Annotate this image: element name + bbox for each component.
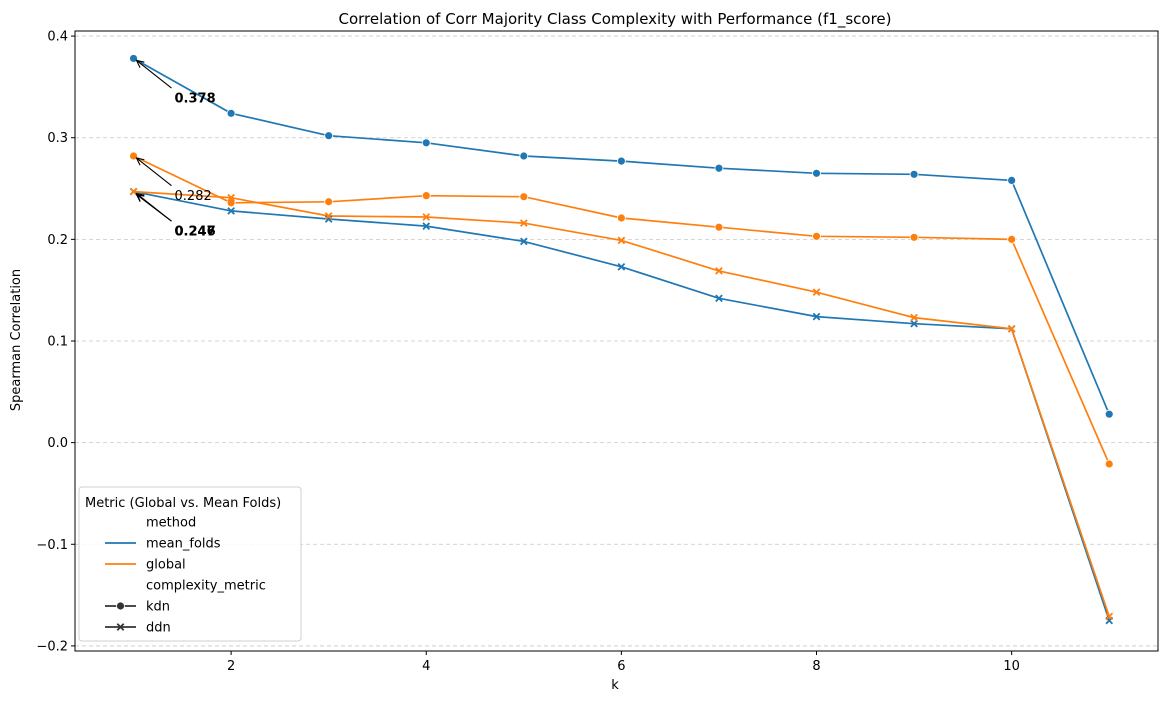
data-point-mean_folds-ddn <box>617 262 626 271</box>
data-point-mean_folds-ddn <box>519 237 528 246</box>
y-tick-label: 0.0 <box>47 436 68 451</box>
legend: Metric (Global vs. Mean Folds) method mean… <box>78 486 302 642</box>
annotation-label: 0.246 <box>175 225 216 240</box>
x-axis-label: k <box>611 678 619 693</box>
data-point-global-ddn <box>910 313 918 322</box>
data-point-mean_folds-ddn <box>910 319 918 328</box>
data-point-mean_folds-kdn <box>909 169 919 179</box>
data-point-mean_folds-kdn <box>421 138 431 148</box>
data-point-global-ddn <box>227 193 235 202</box>
y-tick-label: −0.2 <box>36 639 68 654</box>
legend-marker-ddn <box>116 623 125 631</box>
data-point-global-kdn <box>129 151 138 161</box>
y-tick-label: 0.2 <box>47 233 68 248</box>
legend-label-global: global <box>146 558 186 573</box>
annotation-arrow <box>136 157 172 187</box>
data-point-global-kdn <box>909 232 919 242</box>
data-point-mean_folds-kdn <box>812 168 821 178</box>
annotation-arrow <box>136 60 172 89</box>
data-point-global-kdn <box>421 191 431 201</box>
chart-title: Correlation of Corr Majority Class Compl… <box>338 10 891 29</box>
legend-marker-kdn <box>116 601 125 611</box>
data-point-global-ddn <box>129 187 138 196</box>
annotation-label: 0.378 <box>175 92 216 107</box>
legend-title: Metric (Global vs. Mean Folds) <box>85 496 281 511</box>
legend-box <box>78 486 302 642</box>
data-point-global-ddn <box>617 236 626 245</box>
data-point-global-ddn <box>715 267 723 275</box>
data-point-global-ddn <box>1007 324 1016 333</box>
data-point-mean_folds-kdn <box>129 54 138 63</box>
data-point-global-kdn <box>812 231 821 241</box>
y-tick-label: 0.3 <box>47 131 68 146</box>
x-tick-label: 8 <box>812 659 820 674</box>
data-point-mean_folds-kdn <box>1007 176 1017 185</box>
data-point-mean_folds-ddn <box>227 207 235 215</box>
data-point-global-ddn <box>1105 612 1114 621</box>
data-point-mean_folds-kdn <box>519 151 529 161</box>
x-tick-label: 6 <box>617 659 625 674</box>
data-point-global-kdn <box>714 222 724 232</box>
data-point-mean_folds-ddn <box>812 312 821 321</box>
y-tick-label: −0.1 <box>36 538 68 553</box>
y-tick-label: 0.4 <box>47 30 68 45</box>
data-point-mean_folds-kdn <box>1104 409 1114 419</box>
y-axis-label: Spearman Correlation <box>9 269 24 411</box>
data-point-global-ddn <box>324 212 333 220</box>
data-point-global-ddn <box>812 288 821 297</box>
x-tick-label: 10 <box>1003 659 1020 674</box>
legend-label-complexity_metric: complexity_metric <box>146 579 266 594</box>
y-tick-label: 0.1 <box>47 335 68 350</box>
series-line-mean_folds-kdn <box>133 57 1110 415</box>
data-point-global-kdn <box>616 213 626 223</box>
data-point-mean_folds-ddn <box>422 222 431 230</box>
data-point-global-kdn <box>1007 234 1017 244</box>
data-point-mean_folds-kdn <box>226 108 236 118</box>
data-point-global-ddn <box>519 219 528 227</box>
legend-label-ddn: ddn <box>146 621 171 636</box>
annotation-arrowhead <box>135 157 145 166</box>
data-point-mean_folds-kdn <box>714 163 724 173</box>
data-point-mean_folds-kdn <box>324 131 334 141</box>
annotation-label: 0.247 <box>175 225 216 240</box>
annotation-arrow <box>136 194 172 222</box>
x-tick-label: 2 <box>227 659 235 674</box>
x-tick-label: 4 <box>422 659 430 674</box>
data-point-mean_folds-ddn <box>715 294 723 303</box>
annotation-label: 0.282 <box>175 189 212 204</box>
data-point-global-ddn <box>422 213 431 221</box>
data-point-global-kdn <box>1104 459 1114 469</box>
annotation-arrowhead <box>135 59 145 68</box>
data-point-mean_folds-kdn <box>616 156 626 166</box>
series-markers <box>129 54 1114 625</box>
series-line-global-kdn <box>133 155 1110 465</box>
data-point-global-kdn <box>519 192 529 202</box>
legend-label-method: method <box>146 516 196 531</box>
legend-label-mean_folds: mean_folds <box>146 537 221 552</box>
data-point-global-kdn <box>324 197 334 207</box>
annotation-arrowhead <box>135 193 145 202</box>
legend-label-kdn: kdn <box>146 600 170 615</box>
axes: −0.2 −0.1 0.0 0.1 0.2 0.3 0.4 2 4 6 8 10 <box>36 30 1020 674</box>
